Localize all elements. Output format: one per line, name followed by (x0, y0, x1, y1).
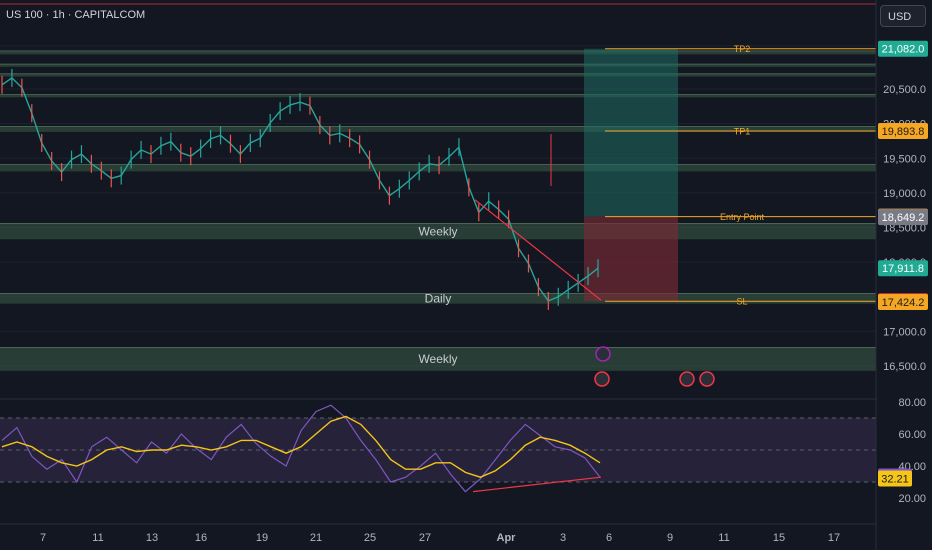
time-tick-label: 16 (195, 532, 207, 544)
zone-label: Weekly (418, 352, 457, 366)
time-tick-label: 21 (310, 532, 322, 544)
zone-label: Weekly (418, 224, 457, 238)
price-trendline (474, 199, 602, 301)
time-tick-label: 13 (146, 532, 158, 544)
time-tick-label: 25 (364, 532, 376, 544)
level-label: SL (736, 297, 747, 307)
price-badge (878, 293, 928, 310)
sr-zone (0, 164, 876, 172)
sr-zone (0, 50, 876, 55)
time-tick-label: 11 (92, 532, 103, 544)
symbol-title: US 100 · 1h · CAPITALCOM (6, 9, 146, 21)
price-tick-label: 20,500.0 (883, 84, 926, 96)
sr-zone (0, 64, 876, 67)
price-badge (878, 260, 928, 277)
price-badge-label: 19,893.8 (882, 126, 925, 138)
sr-zone (0, 347, 876, 371)
event-marker-icon (699, 371, 715, 387)
price-line (1, 76, 599, 302)
rsi-trendline (472, 476, 602, 493)
sr-zone (0, 94, 876, 98)
price-badge-label: 18,649.2 (882, 212, 925, 224)
time-tick-label: 17 (828, 532, 840, 544)
price-badge-label: 21,082.0 (882, 44, 925, 56)
time-tick-label: Apr (497, 532, 517, 544)
time-tick-label: 9 (667, 532, 673, 544)
time-tick-label: 11 (718, 532, 729, 544)
event-marker-icon (595, 346, 611, 362)
price-tick-label: 19,000.0 (883, 188, 926, 200)
rsi-tick-label: 60.00 (898, 429, 926, 441)
sr-zone (0, 126, 876, 132)
sr-zone (0, 73, 876, 77)
price-tick-label: 19,500.0 (883, 153, 926, 165)
stop-loss-zone (584, 216, 678, 302)
event-marker-icon (679, 371, 695, 387)
time-tick-label: 7 (40, 532, 46, 544)
rsi-badge (878, 470, 912, 487)
sr-zone (0, 293, 876, 304)
time-tick-label: 27 (419, 532, 431, 544)
rsi-badge-label: 32.21 (881, 473, 909, 485)
level-label: Entry Point (720, 212, 765, 222)
time-tick-label: 3 (560, 532, 566, 544)
rsi-ma-line (1, 415, 601, 478)
zone-label: Daily (425, 291, 452, 305)
price-badge-label: 17,911.8 (882, 263, 924, 275)
price-tick-label: 18,500.0 (883, 223, 926, 235)
rsi-line (1, 404, 601, 493)
level-label: TP2 (734, 44, 751, 54)
time-tick-label: 15 (773, 532, 785, 544)
currency-button[interactable]: USD (880, 5, 926, 27)
price-badge-label: 17,424.2 (882, 297, 925, 309)
price-badge (878, 209, 928, 226)
price-badge (878, 40, 928, 57)
level-label: TP1 (734, 126, 751, 136)
time-tick-label: 6 (606, 532, 612, 544)
rsi-tick-label: 20.00 (898, 493, 926, 505)
take-profit-zone (584, 48, 678, 217)
price-badge (878, 122, 928, 139)
event-marker-icon (594, 371, 610, 387)
price-tick-label: 17,000.0 (883, 326, 926, 338)
rsi-tick-label: 80.00 (898, 397, 926, 409)
price-tick-label: 16,500.0 (883, 361, 926, 373)
time-tick-label: 19 (256, 532, 268, 544)
